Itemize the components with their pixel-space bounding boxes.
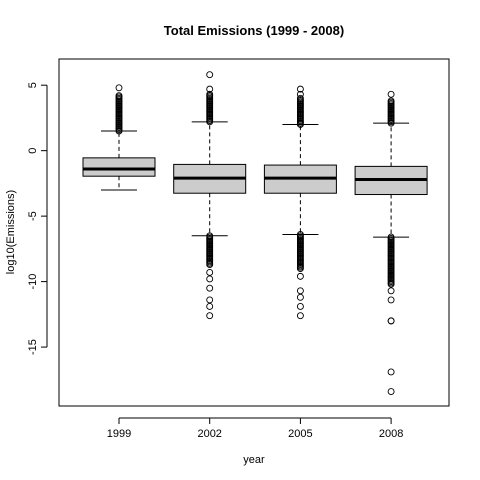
box-2002 [173, 71, 247, 320]
outlier-point [296, 293, 304, 301]
outlier-point [387, 388, 395, 396]
outlier-point [206, 296, 214, 304]
outlier-point [387, 233, 395, 241]
x-tick-label: 2005 [288, 428, 312, 440]
outlier-point [387, 97, 395, 105]
x-axis: 1999 2002 2005 2008 [107, 417, 403, 440]
outlier-point [296, 94, 304, 102]
outlier-point [206, 85, 214, 93]
y-tick-label: -5 [27, 211, 39, 221]
outlier-point [206, 312, 214, 320]
outlier-point [387, 317, 395, 325]
outlier-point [206, 90, 214, 98]
box-2008 [354, 90, 428, 396]
outlier-point [206, 71, 214, 79]
outlier-point [206, 268, 214, 276]
outlier-point [387, 287, 395, 295]
box-series [82, 71, 428, 396]
outlier-point [387, 90, 395, 98]
plot-frame [58, 58, 450, 407]
y-tick-label: 0 [27, 148, 39, 154]
outlier-point [296, 303, 304, 310]
outlier-point [206, 275, 214, 283]
y-axis: 5 0 -5 -10 -15 [27, 82, 48, 355]
outlier-point [296, 272, 304, 280]
y-tick-label: 5 [27, 82, 39, 88]
box-1999 [82, 84, 156, 191]
chart-title: Total Emissions (1999 - 2008) [164, 23, 344, 38]
iqr-box [82, 157, 156, 177]
x-tick-label: 2002 [197, 428, 221, 440]
outlier-point [206, 232, 214, 240]
outlier-point [206, 303, 214, 310]
outlier-point [296, 85, 304, 93]
outlier-point [296, 287, 304, 295]
outlier-point [296, 90, 304, 98]
outlier-point [296, 312, 304, 320]
y-tick-label: -15 [27, 339, 39, 355]
x-tick-label: 2008 [379, 428, 403, 440]
outlier-point [387, 368, 395, 376]
outlier-point [115, 84, 123, 92]
y-tick-label: -10 [27, 274, 39, 290]
x-tick-label: 1999 [107, 428, 131, 440]
outlier-point [296, 231, 304, 238]
outlier-point [115, 92, 123, 100]
box-2005 [263, 85, 337, 320]
y-axis-label: log10(Emissions) [5, 190, 17, 274]
outlier-point [206, 284, 214, 292]
outlier-point [387, 296, 395, 304]
x-axis-label: year [243, 454, 265, 466]
